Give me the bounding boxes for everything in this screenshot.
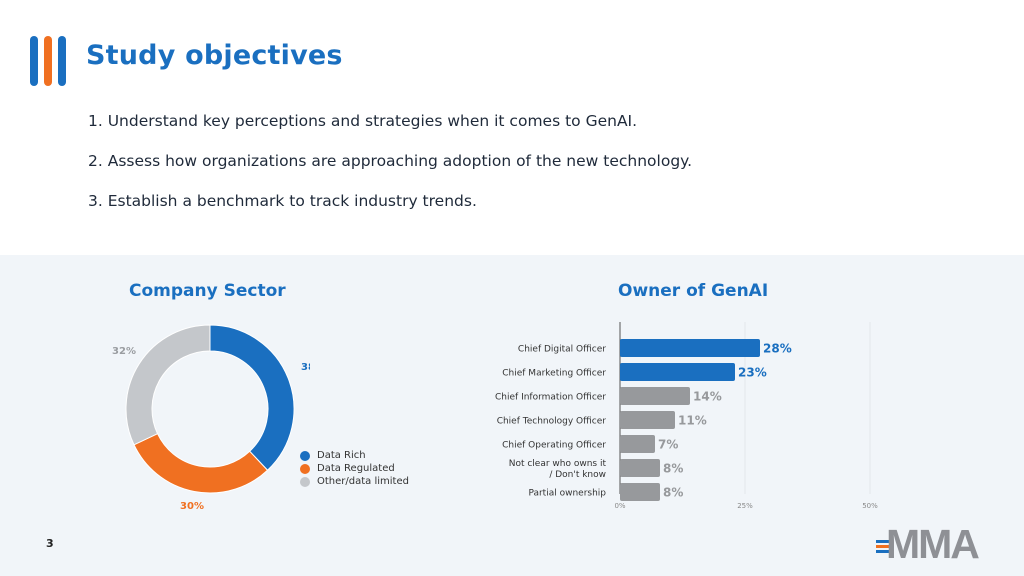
bar-value-label: 14%: [693, 390, 722, 404]
category-label: Chief Marketing Officer: [502, 369, 606, 379]
objective-item: 1. Understand key perceptions and strate…: [88, 112, 638, 130]
x-tick-label: 25%: [737, 502, 753, 510]
donut-value-label: 32%: [112, 346, 136, 357]
category-label: Partial ownership: [528, 489, 606, 499]
legend-item: Data Rich: [300, 449, 409, 462]
logo-text: MMA: [886, 521, 979, 561]
bar-value-label: 8%: [663, 486, 683, 500]
donut-value-label: 38%: [301, 362, 310, 373]
mma-logo: MMA: [876, 521, 981, 561]
category-label: / Don't know: [549, 470, 606, 480]
accent-bar-3: [58, 36, 66, 86]
donut-value-label: 30%: [180, 501, 204, 512]
charts-section: [0, 255, 1024, 576]
bar: [620, 435, 655, 453]
bar-value-label: 28%: [763, 342, 792, 356]
header-section: [0, 0, 1024, 255]
bar-value-label: 8%: [663, 462, 683, 476]
legend-item: Data Regulated: [300, 462, 409, 475]
bar-value-label: 7%: [658, 438, 678, 452]
category-label: Chief Technology Officer: [497, 417, 607, 427]
company-sector-donut-chart: 38% 30% 32%: [112, 324, 310, 512]
donut-slice: [133, 433, 269, 494]
legend-label: Other/data limited: [317, 476, 409, 487]
objectives-list: 1. Understand key perceptions and strate…: [88, 110, 692, 230]
x-tick-label: 0%: [614, 502, 625, 510]
donut-legend: Data Rich Data Regulated Other/data limi…: [300, 449, 409, 488]
legend-label: Data Rich: [317, 450, 366, 461]
donut-slice: [209, 324, 295, 471]
bar: [620, 411, 675, 429]
owner-genai-title: Owner of GenAI: [618, 281, 769, 301]
donut-slice: [125, 324, 211, 446]
bar: [620, 387, 690, 405]
logo-stripe: [876, 550, 892, 553]
accent-bar-2: [44, 36, 52, 86]
objective-item: 2. Assess how organizations are approach…: [88, 152, 693, 170]
bar: [620, 459, 660, 477]
logo-stripe: [876, 540, 892, 543]
logo-stripe: [876, 545, 892, 548]
objective-item: 3. Establish a benchmark to track indust…: [88, 192, 477, 210]
x-tick-label: 50%: [862, 502, 878, 510]
legend-swatch: [300, 476, 310, 487]
legend-swatch: [300, 463, 310, 474]
bar: [620, 363, 735, 381]
page-title: Study objectives: [86, 40, 343, 71]
bar-value-label: 23%: [738, 366, 767, 380]
bar: [620, 339, 760, 357]
page-number: 3: [46, 537, 54, 550]
legend-item: Other/data limited: [300, 475, 409, 488]
bar-value-label: 11%: [678, 414, 707, 428]
category-label: Chief Digital Officer: [518, 345, 606, 355]
category-label: Chief Information Officer: [495, 393, 606, 403]
accent-bar-1: [30, 36, 38, 86]
company-sector-title: Company Sector: [129, 281, 286, 301]
legend-label: Data Regulated: [317, 463, 395, 474]
legend-swatch: [300, 450, 310, 461]
title-accent-bars: [30, 36, 70, 86]
bar: [620, 483, 660, 501]
owner-genai-bar-chart: 0% 25% 50% Chief Digital Officer 28% Chief Ma…: [495, 322, 878, 510]
category-label: Not clear who owns it: [509, 459, 607, 469]
category-label: Chief Operating Officer: [502, 441, 606, 451]
